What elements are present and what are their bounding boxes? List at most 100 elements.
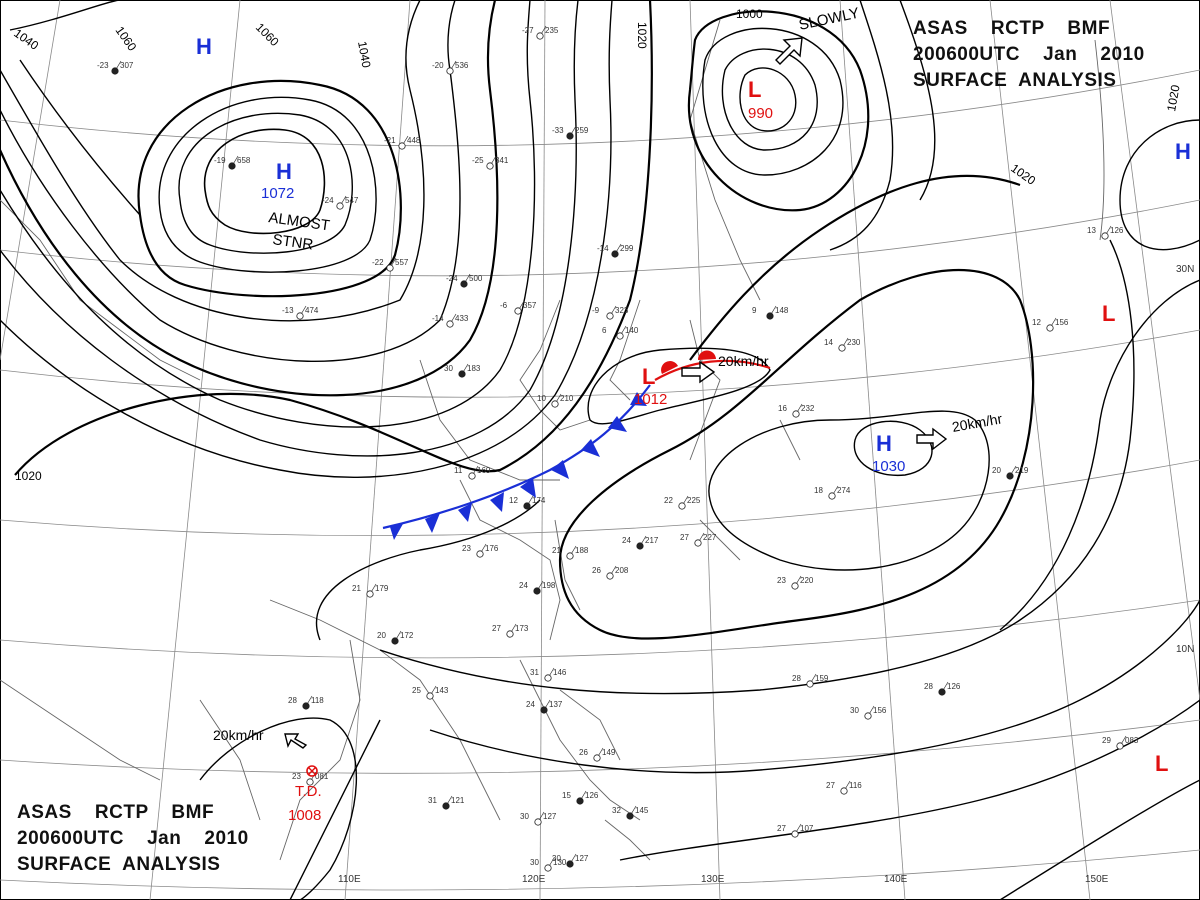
station-circle <box>540 706 548 714</box>
station-circle <box>593 754 601 762</box>
station-circle <box>1116 742 1124 750</box>
station-temp: 21 <box>352 584 361 593</box>
station-pressure: 156 <box>1055 318 1069 327</box>
station-plot: 31 146 <box>530 667 567 682</box>
station-plot: 29 083 <box>1102 735 1139 750</box>
arrow-td <box>284 733 308 749</box>
low-symbol: L <box>748 77 761 102</box>
station-pressure: 159 <box>815 674 829 683</box>
station-pressure: 433 <box>455 314 469 323</box>
station-plot: 22 225 <box>664 495 701 510</box>
isobar-label: 1020 <box>635 22 649 49</box>
header-line: 200600UTC Jan 2010 <box>913 44 1145 65</box>
station-plot: -22 557 <box>372 257 409 272</box>
station-temp: -23 <box>97 61 109 70</box>
station-circle <box>486 162 494 170</box>
station-pressure: 137 <box>549 700 563 709</box>
station-temp: 27 <box>826 781 835 790</box>
station-circle <box>1046 324 1054 332</box>
station-temp: 30 <box>444 364 453 373</box>
station-plot: 13 126 <box>1087 225 1124 240</box>
station-circle <box>544 674 552 682</box>
station-plot: -21 448 <box>384 135 421 150</box>
station-pressure: 121 <box>451 796 465 805</box>
station-circle <box>302 702 310 710</box>
station-circle <box>551 400 559 408</box>
station-temp: 25 <box>412 686 421 695</box>
station-pressure: 143 <box>435 686 449 695</box>
speed-label: 20km/hr <box>213 727 264 743</box>
station-plot: -23 307 <box>97 60 134 75</box>
station-pressure: 156 <box>873 706 887 715</box>
station-plot: -14 299 <box>597 243 634 258</box>
station-pressure: 176 <box>485 544 499 553</box>
cold-front <box>382 384 651 540</box>
station-pressure: 148 <box>775 306 789 315</box>
station-circle <box>626 812 634 820</box>
station-circle <box>306 778 314 786</box>
station-pressure: 547 <box>345 196 359 205</box>
station-circle <box>792 410 800 418</box>
header-line: 200600UTC Jan 2010 <box>17 828 249 849</box>
station-plot: 27 227 <box>680 532 717 547</box>
station-circle <box>458 370 466 378</box>
station-plot: -20 536 <box>432 60 469 75</box>
station-circle <box>864 712 872 720</box>
lat-label: 10N <box>1176 644 1194 655</box>
speed-label: 20km/hr <box>718 353 769 369</box>
station-temp: 27 <box>680 533 689 542</box>
pressure-centers: H H 1072 L 990 L 1012 H 1030 H L L T.D. … <box>196 34 1191 824</box>
station-plot: 6 140 <box>602 325 639 340</box>
station-temp: 10 <box>537 394 546 403</box>
station-pressure: 230 <box>847 338 861 347</box>
arrow-kamchatka <box>775 37 803 65</box>
station-plot: 12 156 <box>1032 317 1069 332</box>
station-temp: -24 <box>446 274 458 283</box>
station-pressure: 557 <box>395 258 409 267</box>
station-circle <box>806 680 814 688</box>
station-temp: 14 <box>824 338 833 347</box>
station-pressure: 149 <box>602 748 616 757</box>
station-plot: 27 173 <box>492 623 529 638</box>
station-circle <box>938 688 946 696</box>
station-temp: 30 <box>552 854 561 863</box>
station-plot: -19 658 <box>214 155 251 170</box>
station-plot: 31 121 <box>428 795 465 810</box>
station-temp: 30 <box>850 706 859 715</box>
station-temp: 27 <box>492 624 501 633</box>
station-circle <box>296 312 304 320</box>
station-pressure: 208 <box>615 566 629 575</box>
station-circle <box>386 264 394 272</box>
station-circle <box>536 32 544 40</box>
station-temp: 28 <box>792 674 801 683</box>
station-pressure: 259 <box>575 126 589 135</box>
station-circle <box>606 312 614 320</box>
station-circle <box>442 802 450 810</box>
low-value: 990 <box>748 105 773 122</box>
station-temp: 12 <box>509 496 518 505</box>
station-temp: -27 <box>522 26 534 35</box>
station-temp: 26 <box>579 748 588 757</box>
station-pressure: 188 <box>575 546 589 555</box>
station-circle <box>616 332 624 340</box>
station-plot: 20 219 <box>992 465 1029 480</box>
station-pressure: 140 <box>625 326 639 335</box>
isobar-label: 1000 <box>736 7 763 21</box>
station-circle <box>468 472 476 480</box>
station-pressure: 448 <box>407 136 421 145</box>
arrow-pacific <box>916 427 948 451</box>
map-header-bottom: ASAS RCTP BMF 200600UTC Jan 2010 SURFACE… <box>17 800 249 878</box>
station-pressure: 225 <box>687 496 701 505</box>
station-pressure: 174 <box>532 496 546 505</box>
station-pressure: 116 <box>849 781 862 790</box>
station-temp: -13 <box>282 306 294 315</box>
station-plot: 26 149 <box>579 747 616 762</box>
header-line: SURFACE ANALYSIS <box>913 70 1117 91</box>
station-pressure: 126 <box>1110 226 1124 235</box>
station-pressure: 145 <box>635 806 649 815</box>
station-plot: 24 217 <box>622 535 659 550</box>
high-symbol: H <box>276 159 292 184</box>
station-plot: 30 183 <box>444 363 481 378</box>
station-plot: 9 148 <box>752 305 789 320</box>
